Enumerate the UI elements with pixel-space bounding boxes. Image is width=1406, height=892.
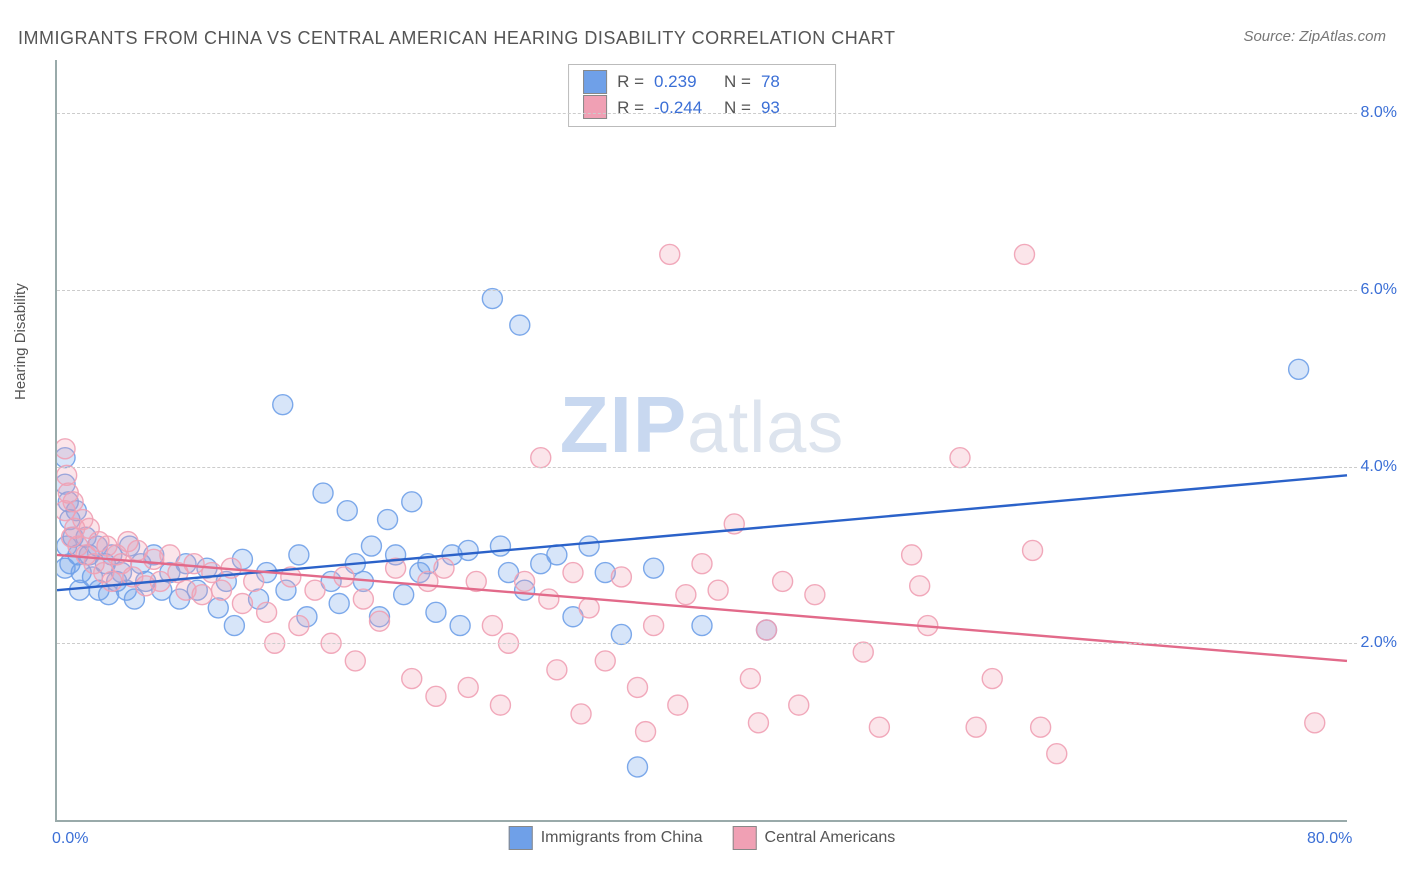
chart-title: IMMIGRANTS FROM CHINA VS CENTRAL AMERICA…: [18, 28, 895, 49]
legend-item: Immigrants from China: [509, 826, 703, 850]
y-axis-label: Hearing Disability: [12, 283, 29, 400]
legend-item: Central Americans: [733, 826, 896, 850]
gridline: [57, 467, 1357, 468]
plot-area: ZIPatlas R = 0.239 N = 78 R = -0.244 N =…: [55, 60, 1347, 822]
x-tick-label: 80.0%: [1307, 830, 1352, 848]
x-tick-label: 0.0%: [52, 830, 88, 848]
y-tick-label: 2.0%: [1361, 634, 1397, 652]
legend-label: Immigrants from China: [541, 829, 703, 847]
source-label: Source: ZipAtlas.com: [1243, 28, 1386, 45]
y-tick-label: 6.0%: [1361, 281, 1397, 299]
y-tick-label: 8.0%: [1361, 104, 1397, 122]
gridline: [57, 113, 1357, 114]
swatch-icon: [509, 826, 533, 850]
gridline: [57, 643, 1357, 644]
swatch-icon: [733, 826, 757, 850]
y-tick-label: 4.0%: [1361, 458, 1397, 476]
gridline: [57, 290, 1357, 291]
bottom-legend: Immigrants from China Central Americans: [509, 826, 896, 850]
chart-canvas: [57, 60, 1406, 820]
legend-label: Central Americans: [765, 829, 896, 847]
